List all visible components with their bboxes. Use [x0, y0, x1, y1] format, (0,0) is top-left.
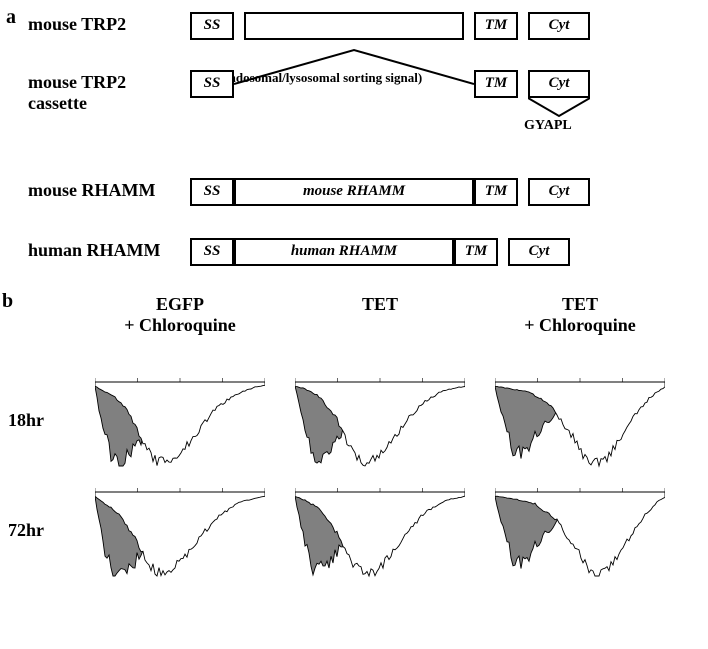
construct-label-human-rhamm: human RHAMM	[28, 240, 161, 261]
domain-box-mouse-rhamm-1: mouse RHAMM	[234, 178, 474, 206]
domain-box-mouse-rhamm-2: TM	[474, 178, 518, 206]
col-header-tet: TET	[290, 294, 470, 315]
domain-box-human-rhamm-0: SS	[190, 238, 234, 266]
domain-box-mouse-trp2-cassette-2: Cyt	[528, 70, 590, 98]
histogram-tet-cq_t18	[495, 378, 665, 468]
domain-box-human-rhamm-1: human RHAMM	[234, 238, 454, 266]
histogram-egfp-cq_t72	[95, 488, 265, 578]
domain-box-mouse-trp2-1	[244, 12, 464, 40]
domain-box-mouse-rhamm-3: Cyt	[528, 178, 590, 206]
panel-b-label: b	[2, 290, 13, 313]
domain-box-mouse-trp2-3: Cyt	[528, 12, 590, 40]
col-header-egfp-cq: EGFP+ Chloroquine	[90, 294, 270, 335]
caret-mouse-trp2-cassette	[528, 98, 590, 118]
histogram-egfp-cq_t18	[95, 378, 265, 468]
construct-mouse-trp2-cassette: SSTMCytGYAPL(Late endosomal/lysosomal so…	[190, 70, 422, 98]
construct-label-mouse-trp2-cassette: mouse TRP2cassette	[28, 72, 126, 113]
domain-box-mouse-rhamm-0: SS	[190, 178, 234, 206]
splice-line-mouse-trp2-cassette	[234, 46, 474, 98]
time-label-t18: 18hr	[8, 410, 44, 431]
domain-box-mouse-trp2-0: SS	[190, 12, 234, 40]
histogram-tet_t72	[295, 488, 465, 578]
construct-label-mouse-rhamm: mouse RHAMM	[28, 180, 155, 201]
panel-a-label: a	[6, 6, 16, 29]
col-header-tet-cq: TET+ Chloroquine	[490, 294, 670, 335]
histogram-tet_t18	[295, 378, 465, 468]
domain-box-human-rhamm-2: TM	[454, 238, 498, 266]
domain-box-mouse-trp2-2: TM	[474, 12, 518, 40]
construct-label-mouse-trp2: mouse TRP2	[28, 14, 126, 35]
domain-box-mouse-trp2-cassette-1: TM	[474, 70, 518, 98]
domain-box-mouse-trp2-cassette-0: SS	[190, 70, 234, 98]
time-label-t72: 72hr	[8, 520, 44, 541]
annotation-gyapl: GYAPL	[524, 118, 572, 134]
domain-box-human-rhamm-3: Cyt	[508, 238, 570, 266]
histogram-tet-cq_t72	[495, 488, 665, 578]
